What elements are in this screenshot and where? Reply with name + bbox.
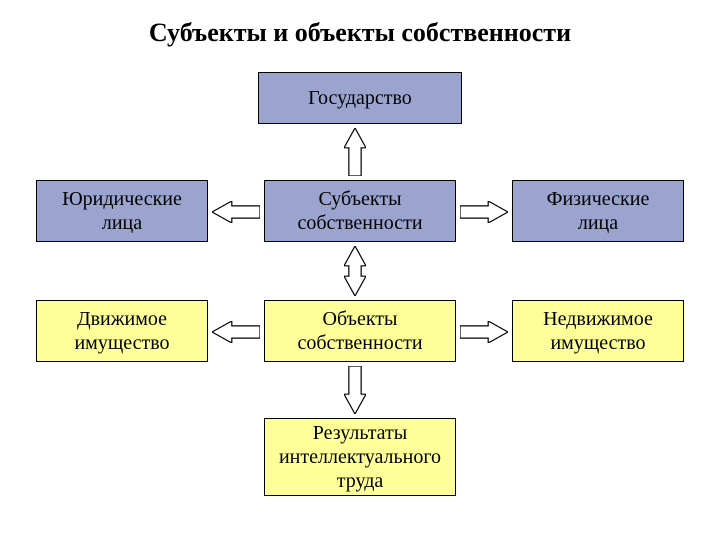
box-physical: Физические лица <box>512 180 684 242</box>
arrow-objects-to-movable <box>212 321 260 343</box>
arrow-subjects-to-physical <box>460 201 508 223</box>
arrow-subjects-objects <box>344 246 366 296</box>
box-subjects: Субъекты собственности <box>264 180 456 242</box>
box-movable-label: Движимое имущество <box>74 307 169 355</box>
arrow-objects-to-immovable <box>460 321 508 343</box>
box-subjects-label: Субъекты собственности <box>297 187 422 235</box>
box-legal: Юридические лица <box>36 180 208 242</box>
arrow-subjects-to-state <box>344 128 366 176</box>
diagram-title: Субъекты и объекты собственности <box>0 18 720 48</box>
box-immovable-label: Недвижимое имущество <box>543 307 653 355</box>
box-immovable: Недвижимое имущество <box>512 300 684 362</box>
box-intellectual: Результаты интеллектуального труда <box>264 418 456 496</box>
box-movable: Движимое имущество <box>36 300 208 362</box>
box-objects-label: Объекты собственности <box>297 307 422 355</box>
box-state-label: Государство <box>308 86 412 110</box>
box-state: Государство <box>258 72 462 124</box>
arrow-subjects-to-legal <box>212 201 260 223</box>
box-physical-label: Физические лица <box>547 187 650 235</box>
box-intellectual-label: Результаты интеллектуального труда <box>279 421 441 493</box>
box-objects: Объекты собственности <box>264 300 456 362</box>
arrow-objects-to-intellect <box>344 366 366 414</box>
box-legal-label: Юридические лица <box>62 187 182 235</box>
